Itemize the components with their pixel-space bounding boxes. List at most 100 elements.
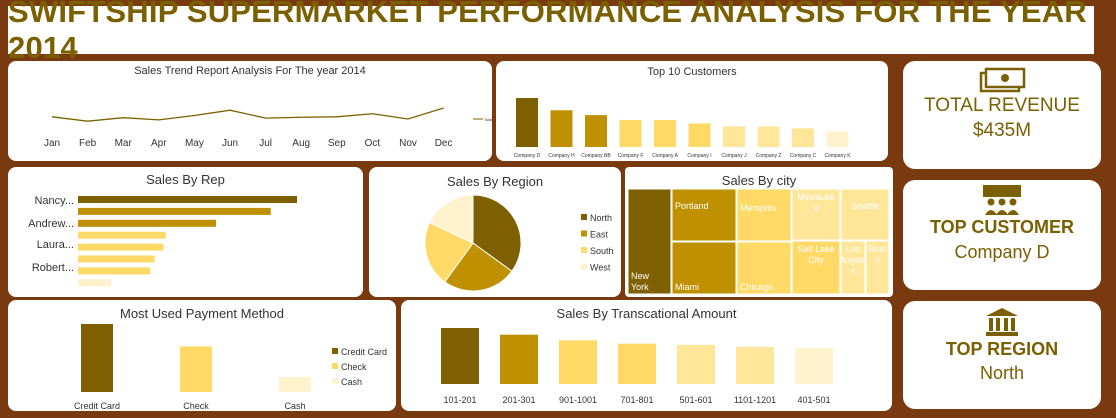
x-tick-label: Credit Card [74,401,120,411]
legend-swatch [332,348,338,354]
transactional-amount-chart: 101-201 201-301 901-1001 701-801 501-601 1101… [441,328,833,405]
sales-by-region-chart: North East South West [424,194,614,292]
bar [78,243,164,251]
bar [559,340,597,384]
legend-swatch [332,378,338,384]
x-tick-label: Check [183,401,209,411]
bar [516,98,538,147]
treemap-label: s [851,266,856,276]
x-tick-label: Company Z [756,153,782,159]
bar [180,346,212,392]
payment-method-chart: Credit Card Check Cash Credit Card Check Cash [74,324,387,411]
x-tick-label: Company F [618,153,644,159]
treemap-cell [791,188,841,241]
bar [792,128,814,147]
bar [688,123,711,147]
kpi-revenue-label: TOTAL REVENUE [924,95,1080,116]
bar [78,219,216,227]
header-banner: SWIFTSHIP SUPERMARKET PERFORMANCE ANALYS… [8,0,1094,65]
bar [757,126,780,147]
legend-label: Cash [341,377,362,387]
bar [550,110,573,147]
treemap-cell [671,188,737,242]
sales-by-rep-panel: Sales By Rep Nancy... Andrew... Laura... Ro… [8,167,363,297]
x-tick-label: Mar [115,138,133,149]
legend-swatch [581,247,587,253]
treemap-label: Seattle [851,201,879,211]
x-tick-label: Apr [151,138,167,149]
legend-swatch [581,263,587,270]
x-tick-label: Company A [652,153,679,159]
legend-label: Credit Card [341,347,387,357]
treemap-label: New [631,271,650,281]
x-tick-label: Company D [514,153,541,159]
legend-label: East [590,230,609,240]
x-tick-label: 401-501 [797,395,830,405]
treemap-cell [627,188,672,295]
x-tick-label: Dec [435,138,453,149]
x-tick-label: Jul [259,138,272,149]
treemap-label: Milwauke [797,192,835,202]
treemap-label: Bost [868,244,887,254]
bar [500,334,538,384]
treemap-label: Angela [839,255,867,265]
y-tick-label: Nancy... [34,195,74,207]
treemap-label: Memphis [740,203,777,213]
bar [826,131,849,147]
x-tick-label: Nov [399,138,417,149]
legend-label: South [590,246,614,256]
kpi-revenue-value: $435M [972,120,1032,141]
treemap-cell [791,240,841,295]
treemap-label: Salt Lake [797,244,835,254]
bar [78,267,151,275]
bar [279,377,311,392]
bar [618,343,656,384]
kpi-region-label: TOP REGION [945,339,1059,359]
pie-slice [444,242,513,292]
bank-icon [986,308,1018,336]
payment-method-panel: Most Used Payment Method Credit Card Chec… [8,300,396,411]
treemap-cell [840,240,866,295]
kpi-customer-value: Company D [954,242,1050,262]
x-tick-label: Oct [365,138,381,149]
treemap-label: Miami [675,282,699,292]
treemap-label: e [813,203,818,213]
bar [78,279,111,287]
x-tick-label: 101-201 [443,395,476,405]
treemap-label: City [808,255,824,265]
legend-swatch [581,230,587,237]
y-tick-label: Robert... [32,262,74,274]
x-tick-label: Company I [687,153,711,159]
sales-trend-chart: Jan Feb Mar Apr May Jun Jul Aug Sep Oct Nov Dec Tota… [44,107,492,149]
bar [78,231,166,239]
treemap-cell [736,241,792,295]
kpi-total-revenue: TOTAL REVENUE $435M [903,61,1101,169]
treemap-cell [865,240,890,295]
bar [654,120,676,147]
sales-by-rep-title: Sales By Rep [146,172,225,187]
legend-label: West [590,263,611,273]
x-tick-label: Company H [548,153,575,159]
legend-label: Total [484,117,492,122]
x-tick-label: Company J [721,153,747,159]
legend-swatch [581,214,587,220]
treemap-label: York [631,282,649,292]
bar [677,344,715,384]
x-tick-label: May [185,138,204,149]
x-tick-label: 201-301 [502,395,535,405]
sales-by-rep-chart: Nancy... Andrew... Laura... Robert... [28,195,297,287]
x-tick-label: Company K [824,153,851,159]
kpi-region-value: North [979,363,1024,383]
bar [78,207,271,215]
legend-label: North [590,213,612,223]
money-icon [979,67,1026,93]
kpi-top-customer: TOP CUSTOMER Company D [903,180,1101,290]
bar [78,196,297,203]
trend-line [51,107,444,122]
sales-by-region-title: Sales By Region [446,174,544,189]
top-customers-title: Top 10 Customers [647,66,737,78]
kpi-customer-label: TOP CUSTOMER [929,217,1075,237]
pie-slice [472,194,522,272]
x-tick-label: 701-801 [620,395,653,405]
